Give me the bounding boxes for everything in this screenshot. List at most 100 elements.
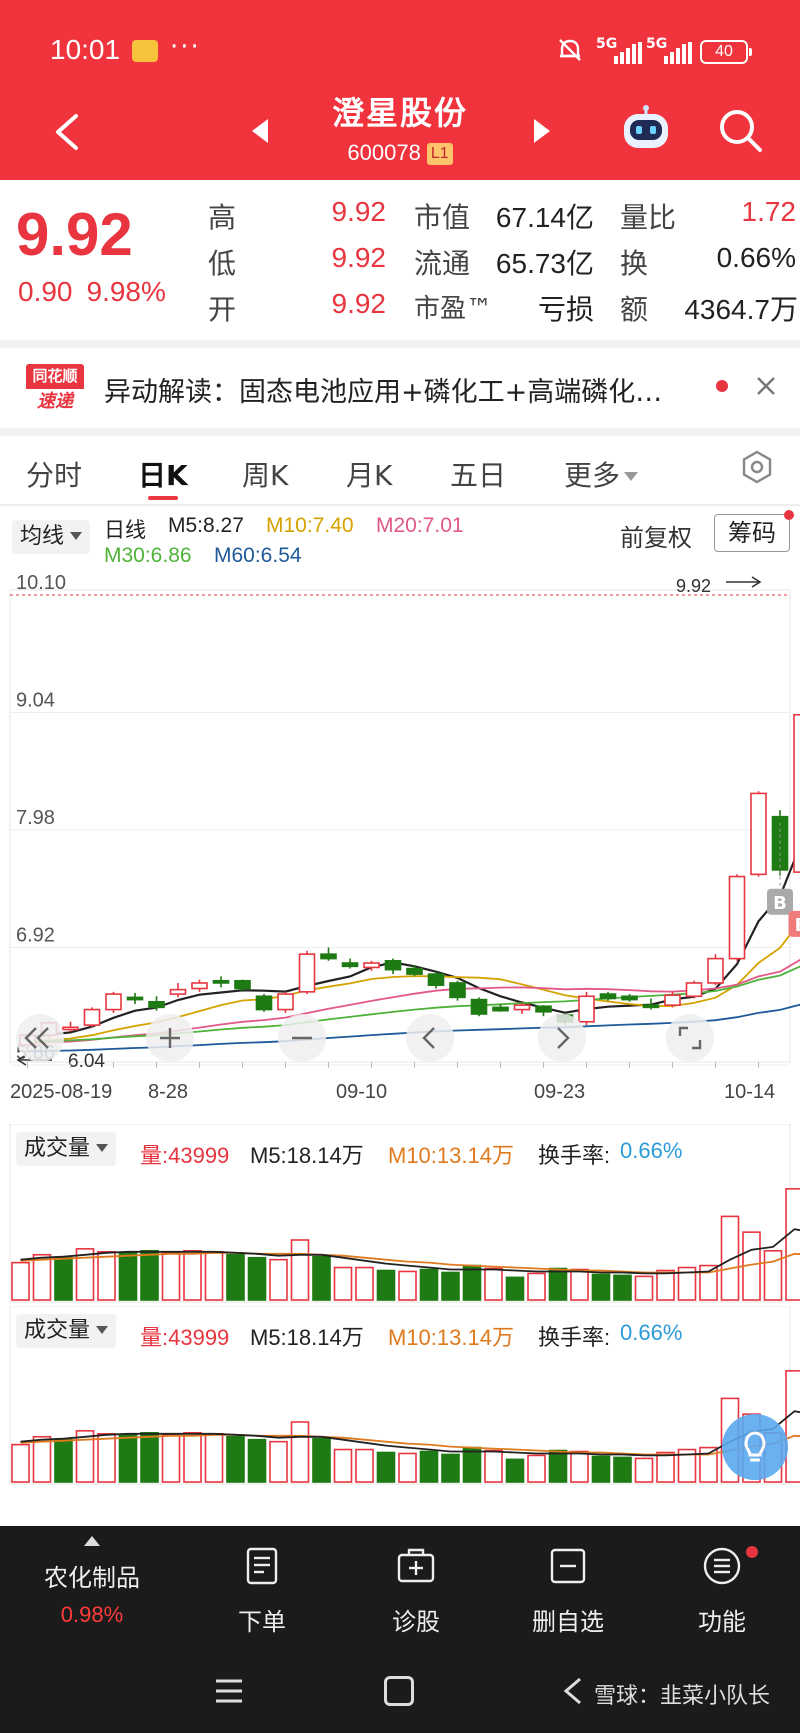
next-stock-icon[interactable] xyxy=(530,116,554,146)
volume-bar xyxy=(183,1432,202,1483)
tab-more[interactable]: 更多 xyxy=(564,454,639,494)
chevron-up-icon xyxy=(84,1536,100,1546)
candle xyxy=(664,991,681,1008)
candle-body xyxy=(169,988,187,995)
volume-bar xyxy=(204,1433,224,1483)
candle-body xyxy=(642,1004,660,1009)
quote-label-open: 开 xyxy=(208,293,237,326)
x-tick-label: 8-28 xyxy=(148,1081,188,1100)
volume-bar xyxy=(290,1421,310,1483)
turnover-value: 0.66% xyxy=(620,1138,683,1163)
back-chevron-icon[interactable] xyxy=(560,1676,586,1706)
candle xyxy=(728,874,746,961)
candle xyxy=(621,994,638,1002)
unread-dot xyxy=(716,380,728,392)
menu-icon[interactable] xyxy=(214,1678,244,1704)
volume-bar xyxy=(269,1440,288,1483)
volume-header: 成交量 量:43999 M5:18.14万 M10:13.14万 换手率: 0.… xyxy=(0,1306,800,1354)
candle-body xyxy=(234,979,251,990)
candle-body xyxy=(685,982,703,998)
quote-label-low: 低 xyxy=(208,247,237,280)
news-text[interactable]: 异动解读：固态电池应用+磷化工+高端磷化… xyxy=(104,377,663,408)
kline-chart[interactable]: 10.109.047.986.925.869.92BB6.042025-08-1… xyxy=(0,570,800,1100)
volume-bar xyxy=(11,1261,30,1301)
volume-bar xyxy=(376,1269,396,1301)
volume-bar xyxy=(183,1250,202,1301)
volume-bar xyxy=(204,1251,224,1301)
fullscreen-icon[interactable] xyxy=(666,1014,714,1062)
volume-bar xyxy=(763,1250,783,1301)
candle xyxy=(126,992,144,1005)
candle xyxy=(148,996,165,1011)
turnover-label: 换手率: xyxy=(538,1325,611,1350)
candle xyxy=(363,960,380,971)
candle xyxy=(341,958,359,969)
status-more: ··· xyxy=(170,32,201,62)
tab-intraday[interactable]: 分时 xyxy=(26,459,83,492)
adjust-mode[interactable]: 前复权 xyxy=(620,524,692,552)
candle-body xyxy=(277,993,294,1011)
tab-monthly-k[interactable]: 月K xyxy=(346,459,393,492)
system-nav-bar: 雪球：韭菜小队长 xyxy=(0,1656,800,1733)
candle-body xyxy=(750,792,767,876)
candle-body xyxy=(427,973,445,986)
buy-marker xyxy=(788,910,800,937)
pan-right-icon[interactable] xyxy=(538,1014,586,1062)
settings-hexagon-icon[interactable] xyxy=(740,450,774,484)
watermark: 雪球：韭菜小队长 xyxy=(594,1684,771,1709)
candle xyxy=(105,991,122,1013)
signal-1: 5G xyxy=(596,36,642,64)
volume-bar xyxy=(118,1433,138,1483)
news-ticker[interactable]: 同花顺 速递 异动解读：固态电池应用+磷化工+高端磷化… xyxy=(0,348,800,428)
tab-weekly-k[interactable]: 周K xyxy=(242,459,289,492)
chevrons-left-icon[interactable] xyxy=(16,1014,64,1062)
scroll-hint-row xyxy=(0,1488,800,1528)
robot-assistant-icon[interactable] xyxy=(618,104,674,154)
candle xyxy=(212,976,230,988)
tab-daily-k[interactable]: 日K xyxy=(138,459,188,492)
volume-bar xyxy=(505,1458,525,1483)
divider xyxy=(0,504,800,506)
zoom-out-icon[interactable] xyxy=(278,1014,326,1062)
search-icon[interactable] xyxy=(716,106,764,154)
quote-label-amount: 额 xyxy=(620,293,649,326)
volume-bar xyxy=(613,1456,632,1483)
control-bg xyxy=(16,1014,64,1062)
candle-body xyxy=(105,993,122,1011)
pan-left-icon[interactable] xyxy=(406,1014,454,1062)
close-icon[interactable] xyxy=(756,376,776,396)
candle-body xyxy=(470,998,488,1015)
stock-code-line: 600078 L1 xyxy=(280,140,520,166)
zoom-in-icon[interactable] xyxy=(146,1014,194,1062)
order-button[interactable]: 下单 xyxy=(202,1546,322,1656)
volume-bar xyxy=(656,1269,675,1301)
back-arrow-icon[interactable] xyxy=(50,112,84,152)
lightbulb-icon[interactable] xyxy=(722,1414,788,1480)
candle-body xyxy=(406,967,423,975)
candle xyxy=(750,791,767,877)
functions-button[interactable]: 功能 xyxy=(662,1546,782,1656)
quote-value-high: 9.92 xyxy=(331,196,387,227)
candle xyxy=(513,1002,531,1015)
stock-code: 600078 xyxy=(347,140,421,165)
chips-button[interactable]: 筹码 xyxy=(714,514,790,552)
volume-indicator-selector[interactable]: 成交量 xyxy=(16,1314,117,1348)
diagnose-button[interactable]: 诊股 xyxy=(356,1546,476,1656)
volume-bar xyxy=(54,1256,73,1301)
candle xyxy=(169,982,187,998)
remove-watchlist-button[interactable]: 删自选 xyxy=(508,1546,628,1656)
volume-svg-1[interactable] xyxy=(0,1124,800,1304)
kline-svg[interactable]: 10.109.047.986.925.869.92BB6.042025-08-1… xyxy=(0,570,800,1100)
home-icon[interactable] xyxy=(384,1676,414,1706)
candle-body xyxy=(449,982,466,999)
tab-five-day[interactable]: 五日 xyxy=(450,459,507,492)
prev-stock-icon[interactable] xyxy=(248,116,272,146)
period-tabs: 分时 日K 周K 月K 五日 更多 xyxy=(0,440,800,502)
stock-name: 澄星股份 xyxy=(331,94,468,132)
volume-bar xyxy=(720,1215,740,1301)
buy-marker xyxy=(767,888,793,915)
industry-button[interactable]: 农化制品 0.98% xyxy=(0,1526,184,1656)
volume-indicator-selector[interactable]: 成交量 xyxy=(16,1132,117,1166)
indicator-selector[interactable]: 均线 xyxy=(12,520,91,554)
volume-bar xyxy=(161,1251,181,1301)
